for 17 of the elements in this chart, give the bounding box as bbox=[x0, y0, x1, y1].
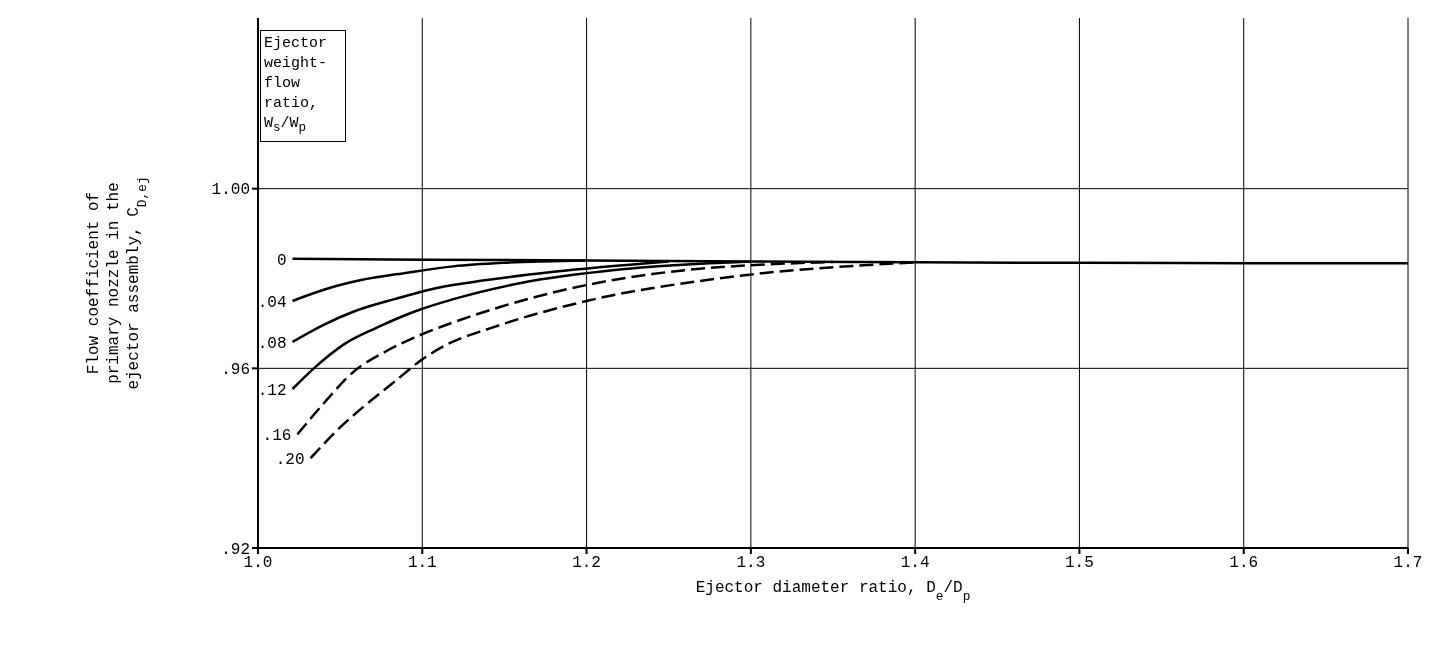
x-tick-label: 1.6 bbox=[1229, 554, 1259, 573]
series-label: .04 bbox=[257, 293, 287, 312]
series-label: .16 bbox=[262, 427, 292, 446]
x-tick-label: 1.7 bbox=[1393, 554, 1423, 573]
x-tick-label: 1.4 bbox=[900, 554, 930, 573]
series-label: 0 bbox=[276, 251, 287, 270]
x-tick-label: 1.5 bbox=[1065, 554, 1094, 573]
y-tick-label: 1.00 bbox=[211, 181, 250, 200]
x-tick-label: 1.1 bbox=[407, 554, 437, 573]
series-label: .12 bbox=[257, 382, 287, 400]
y-tick-label: .96 bbox=[221, 361, 250, 380]
series-label: .20 bbox=[275, 451, 305, 470]
legend-title-box: Ejector weight-flow ratio, W$_{s}$/W$_{p}$ bbox=[260, 30, 346, 142]
x-tick-label: 1.2 bbox=[572, 554, 601, 573]
x-tick-label: 1.3 bbox=[736, 554, 766, 573]
x-axis-title: Ejector diameter ratio, D$_{e}$/D$_{p}$ bbox=[695, 579, 971, 604]
series-label: .08 bbox=[257, 334, 287, 353]
